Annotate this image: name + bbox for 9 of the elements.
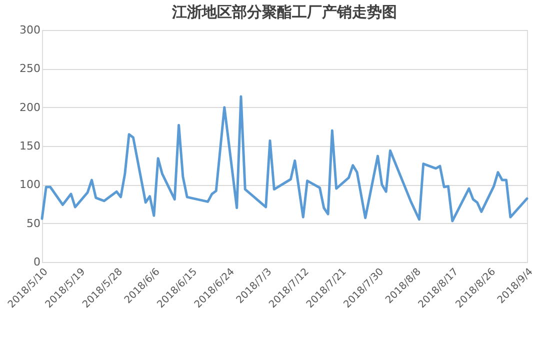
y-tick-label: 250 [20, 62, 40, 76]
y-tick-label: 300 [20, 24, 40, 36]
chart-title: 江浙地区部分聚酯工厂产销走势图 [171, 3, 397, 21]
line-series [40, 95, 528, 222]
y-tick-label: 0 [34, 256, 40, 268]
y-tick-label: 50 [26, 216, 40, 230]
y-tick-label: 150 [20, 140, 40, 152]
y-tick-label: 100 [20, 178, 40, 192]
y-tick-label: 200 [20, 100, 40, 114]
